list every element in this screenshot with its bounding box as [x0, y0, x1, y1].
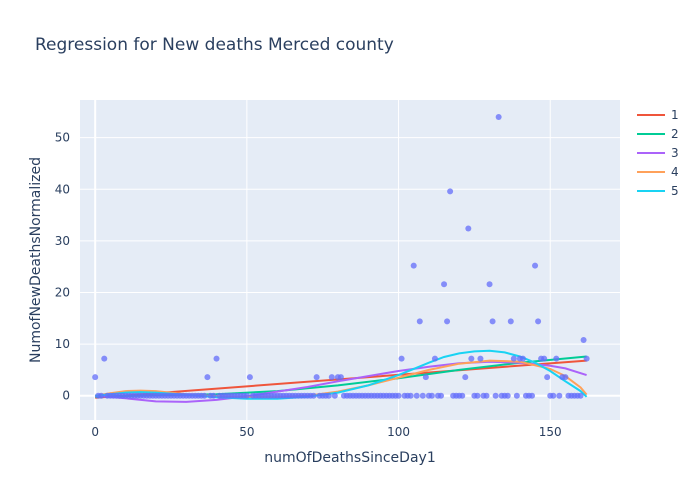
scatter-point [562, 374, 568, 380]
legend-label: 1 [671, 108, 679, 122]
scatter-point [474, 393, 480, 399]
scatter-point [101, 356, 107, 362]
x-axis-title: numOfDeathsSinceDay1 [264, 450, 435, 466]
scatter-point [204, 374, 210, 380]
x-tick-label: 100 [387, 425, 410, 439]
scatter-point [544, 374, 550, 380]
scatter-point [532, 263, 538, 269]
chart-title: Regression for New deaths Merced county [35, 35, 394, 55]
scatter-point [529, 393, 535, 399]
scatter-point [247, 374, 253, 380]
x-tick-label: 150 [539, 425, 562, 439]
scatter-point [326, 393, 332, 399]
scatter-point [535, 318, 541, 324]
x-tick-label: 50 [239, 425, 254, 439]
scatter-point [581, 337, 587, 343]
scatter-point [459, 393, 465, 399]
scatter-point [484, 393, 490, 399]
x-tick-label: 0 [91, 425, 99, 439]
scatter-point [505, 393, 511, 399]
legend-item-3[interactable]: 3 [637, 146, 679, 160]
scatter-point [314, 374, 320, 380]
scatter-point [508, 318, 514, 324]
legend-label: 2 [671, 127, 679, 141]
scatter-point [550, 393, 556, 399]
scatter-point [210, 393, 216, 399]
y-tick-label: 0 [62, 389, 70, 403]
scatter-point [514, 393, 520, 399]
scatter-point [447, 188, 453, 194]
scatter-point [541, 356, 547, 362]
scatter-point [214, 356, 220, 362]
scatter-point [441, 281, 447, 287]
legend-item-5[interactable]: 5 [637, 184, 679, 198]
scatter-point [338, 374, 344, 380]
scatter-point [490, 318, 496, 324]
legend[interactable]: 1 2 3 4 5 [637, 108, 679, 198]
scatter-point [487, 281, 493, 287]
y-tick-label: 20 [55, 286, 70, 300]
scatter-point [417, 318, 423, 324]
scatter-point [98, 393, 104, 399]
scatter-point [496, 114, 502, 120]
scatter-point [511, 356, 517, 362]
scatter-point [432, 356, 438, 362]
legend-label: 4 [671, 165, 679, 179]
scatter-point [493, 393, 499, 399]
scatter-point [311, 393, 317, 399]
scatter-point [520, 356, 526, 362]
legend-item-1[interactable]: 1 [637, 108, 679, 122]
scatter-point [396, 393, 402, 399]
legend-item-4[interactable]: 4 [637, 165, 679, 179]
scatter-point [584, 356, 590, 362]
y-tick-label: 40 [55, 182, 70, 196]
scatter-point [408, 393, 414, 399]
scatter-point [244, 393, 250, 399]
y-tick-label: 30 [55, 234, 70, 248]
scatter-point [468, 356, 474, 362]
scatter-point [414, 393, 420, 399]
scatter-point [411, 263, 417, 269]
scatter-point [399, 356, 405, 362]
scatter-point [201, 393, 207, 399]
scatter-point [92, 374, 98, 380]
scatter-point [477, 356, 483, 362]
y-tick-label: 10 [55, 337, 70, 351]
scatter-point [444, 318, 450, 324]
scatter-point [462, 374, 468, 380]
legend-label: 5 [671, 184, 679, 198]
legend-label: 3 [671, 146, 679, 160]
y-tick-label: 50 [55, 131, 70, 145]
y-axis-ticks: 0 10 20 30 40 50 [55, 131, 70, 403]
scatter-point [429, 393, 435, 399]
scatter-point [578, 393, 584, 399]
scatter-point [332, 393, 338, 399]
y-axis-title: NumofNewDeathsNormalized [28, 157, 44, 363]
scatter-point [556, 393, 562, 399]
plot-area [80, 100, 620, 420]
scatter-point [420, 393, 426, 399]
scatter-point [553, 356, 559, 362]
scatter-point [465, 226, 471, 232]
x-axis-ticks: 0 50 100 150 [91, 425, 561, 439]
scatter-point [438, 393, 444, 399]
scatter-point [329, 374, 335, 380]
scatter-point [423, 374, 429, 380]
legend-item-2[interactable]: 2 [637, 127, 679, 141]
